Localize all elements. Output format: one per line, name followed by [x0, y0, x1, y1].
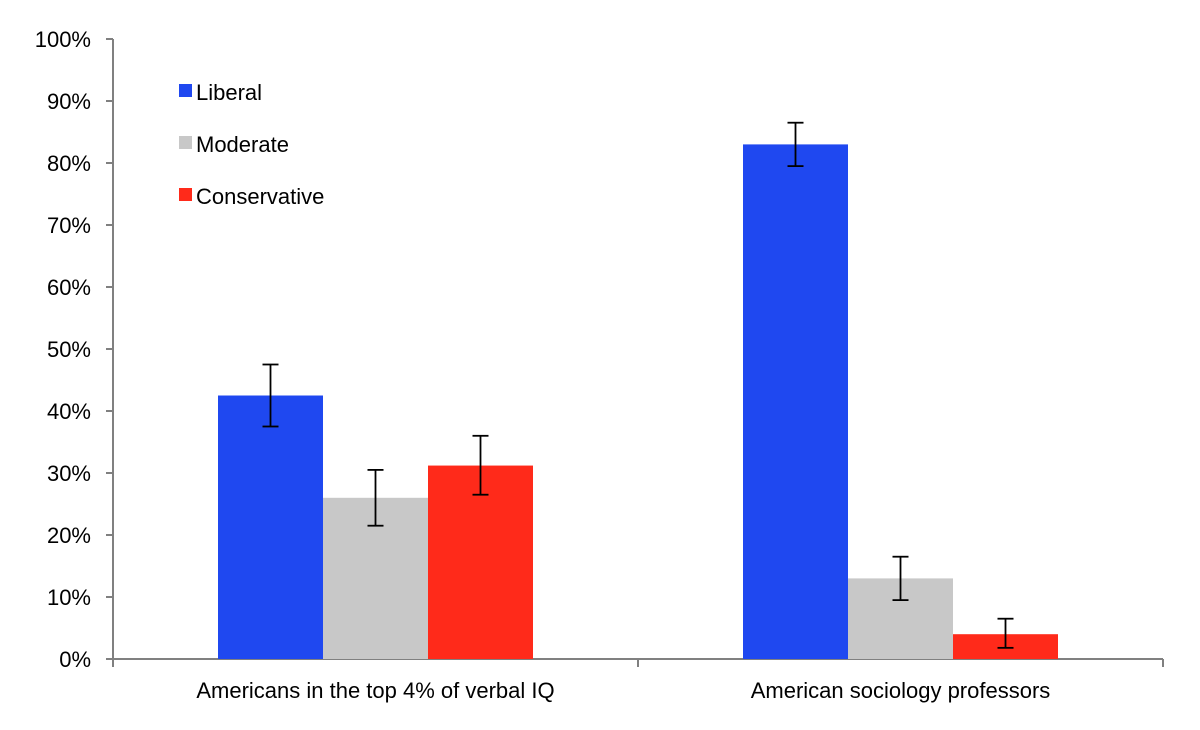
bar-liberal-1 — [743, 144, 848, 659]
y-tick-label: 70% — [47, 213, 91, 238]
legend-label: Conservative — [196, 184, 324, 209]
y-tick-label: 30% — [47, 461, 91, 486]
bar-liberal-0 — [218, 395, 323, 659]
y-tick-label: 20% — [47, 523, 91, 548]
error-bar-conservative-0 — [472, 434, 489, 496]
y-tick-label: 90% — [47, 89, 91, 114]
legend: Liberal Moderate Conservative — [179, 80, 324, 209]
y-tick-label: 100% — [35, 27, 91, 52]
legend-swatch — [179, 84, 192, 97]
y-tick-label: 80% — [47, 151, 91, 176]
legend-item-liberal: Liberal — [179, 80, 262, 105]
category-label: American sociology professors — [751, 678, 1051, 703]
x-axis — [112, 658, 1164, 667]
error-bar-liberal-0 — [262, 363, 279, 428]
error-bar-liberal-1 — [787, 121, 804, 168]
error-bar-conservative-1 — [997, 617, 1014, 649]
y-axis: 0% 10% 20% 30% 40% 50% 60% 70% 80% 90% 100% — [35, 27, 114, 672]
legend-label: Liberal — [196, 80, 262, 105]
bar-conservative-0 — [428, 465, 533, 659]
y-tick-label: 60% — [47, 275, 91, 300]
y-tick-label: 40% — [47, 399, 91, 424]
category-label: Americans in the top 4% of verbal IQ — [196, 678, 554, 703]
error-bar-moderate-1 — [892, 555, 909, 601]
legend-swatch — [179, 188, 192, 201]
y-tick-label: 10% — [47, 585, 91, 610]
legend-swatch — [179, 136, 192, 149]
bars — [218, 144, 1058, 659]
error-bar-moderate-0 — [367, 468, 384, 527]
category-labels: Americans in the top 4% of verbal IQ Amer… — [196, 678, 1050, 703]
legend-item-conservative: Conservative — [179, 184, 324, 209]
error-bars — [262, 121, 1014, 649]
legend-label: Moderate — [196, 132, 289, 157]
y-tick-label: 50% — [47, 337, 91, 362]
y-tick-label: 0% — [59, 647, 91, 672]
legend-item-moderate: Moderate — [179, 132, 289, 157]
